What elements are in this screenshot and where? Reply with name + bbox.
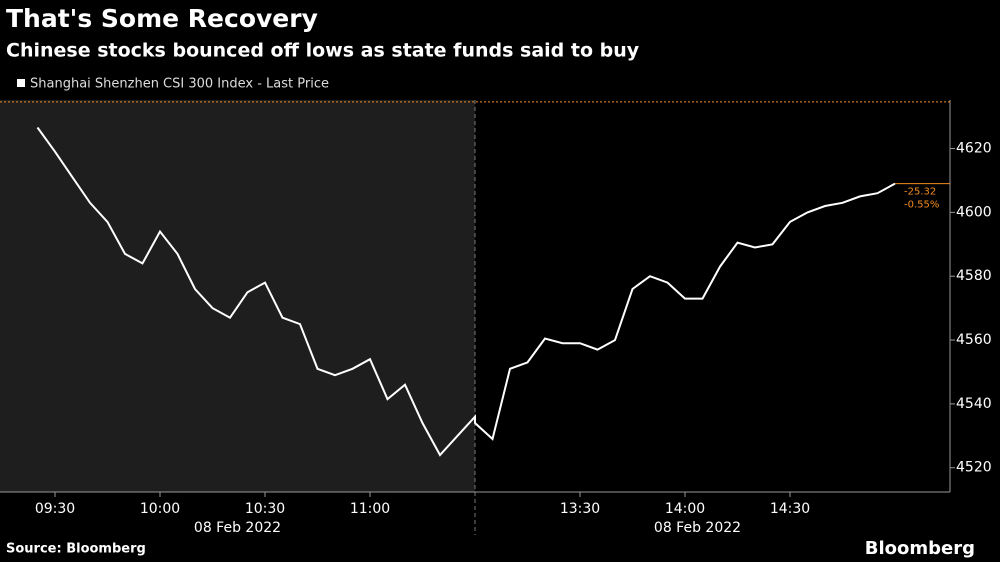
y-tick-label: 4600 — [956, 204, 992, 220]
legend-label: Shanghai Shenzhen CSI 300 Index - Last P… — [30, 77, 329, 92]
legend-swatch — [17, 79, 25, 87]
session-label: 08 Feb 2022 — [194, 520, 281, 536]
x-tick-label: 14:00 — [665, 501, 705, 517]
y-tick-label: 4580 — [956, 268, 992, 284]
x-tick-label: 10:00 — [140, 501, 180, 517]
morning-background — [0, 100, 475, 492]
x-tick-label: 09:30 — [35, 501, 75, 517]
session-label: 08 Feb 2022 — [654, 520, 741, 536]
y-tick-label: 4520 — [956, 460, 992, 476]
change-label: -0.55% — [904, 200, 939, 211]
y-tick-label: 4620 — [956, 141, 992, 157]
x-tick-label: 11:00 — [350, 501, 390, 517]
x-tick-label: 13:30 — [560, 501, 600, 517]
x-tick-label: 14:30 — [770, 501, 810, 517]
y-tick-label: 4560 — [956, 332, 992, 348]
price-line — [36, 126, 896, 457]
brand: Bloomberg — [865, 538, 975, 559]
x-tick-label: 10:30 — [245, 501, 285, 517]
chart-title: That's Some Recovery — [6, 4, 318, 33]
y-tick-label: 4540 — [956, 396, 992, 412]
change-label: -25.32 — [904, 187, 936, 198]
source: Source: Bloomberg — [6, 542, 146, 557]
chart-subtitle: Chinese stocks bounced off lows as state… — [6, 40, 640, 62]
